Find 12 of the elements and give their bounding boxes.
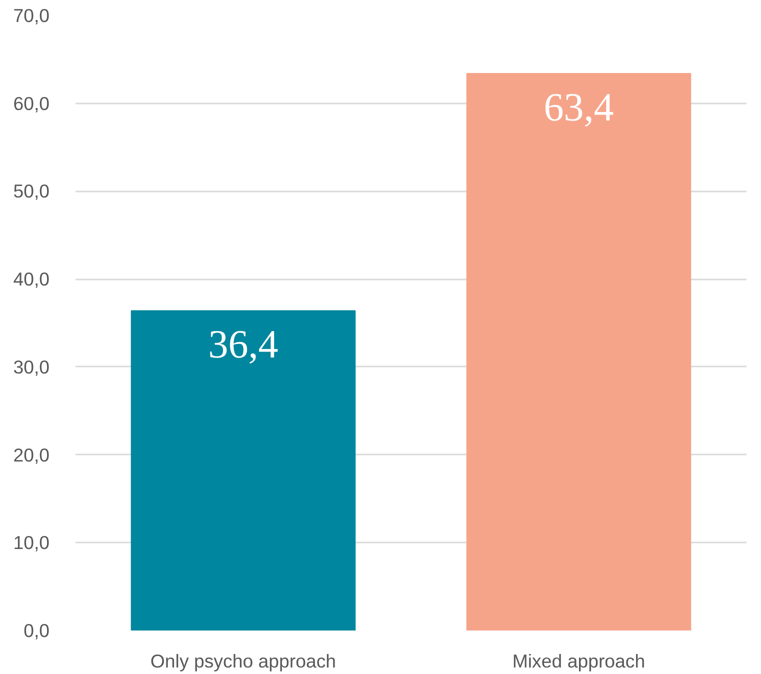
x-tick-label: Mixed approach [512,650,646,672]
y-tick-label: 60,0 [13,92,50,114]
x-tick-label: Only psycho approach [150,650,336,672]
y-tick-label: 40,0 [13,268,50,290]
y-tick-label: 50,0 [13,180,50,202]
data-label: 36,4 [208,322,278,367]
data-label: 63,4 [544,84,614,130]
y-tick-label: 20,0 [13,444,50,466]
y-tick-label: 30,0 [13,356,50,378]
y-tick-label: 10,0 [13,532,50,554]
y-tick-label: 0,0 [24,620,50,641]
y-tick-label: 70,0 [13,5,50,26]
